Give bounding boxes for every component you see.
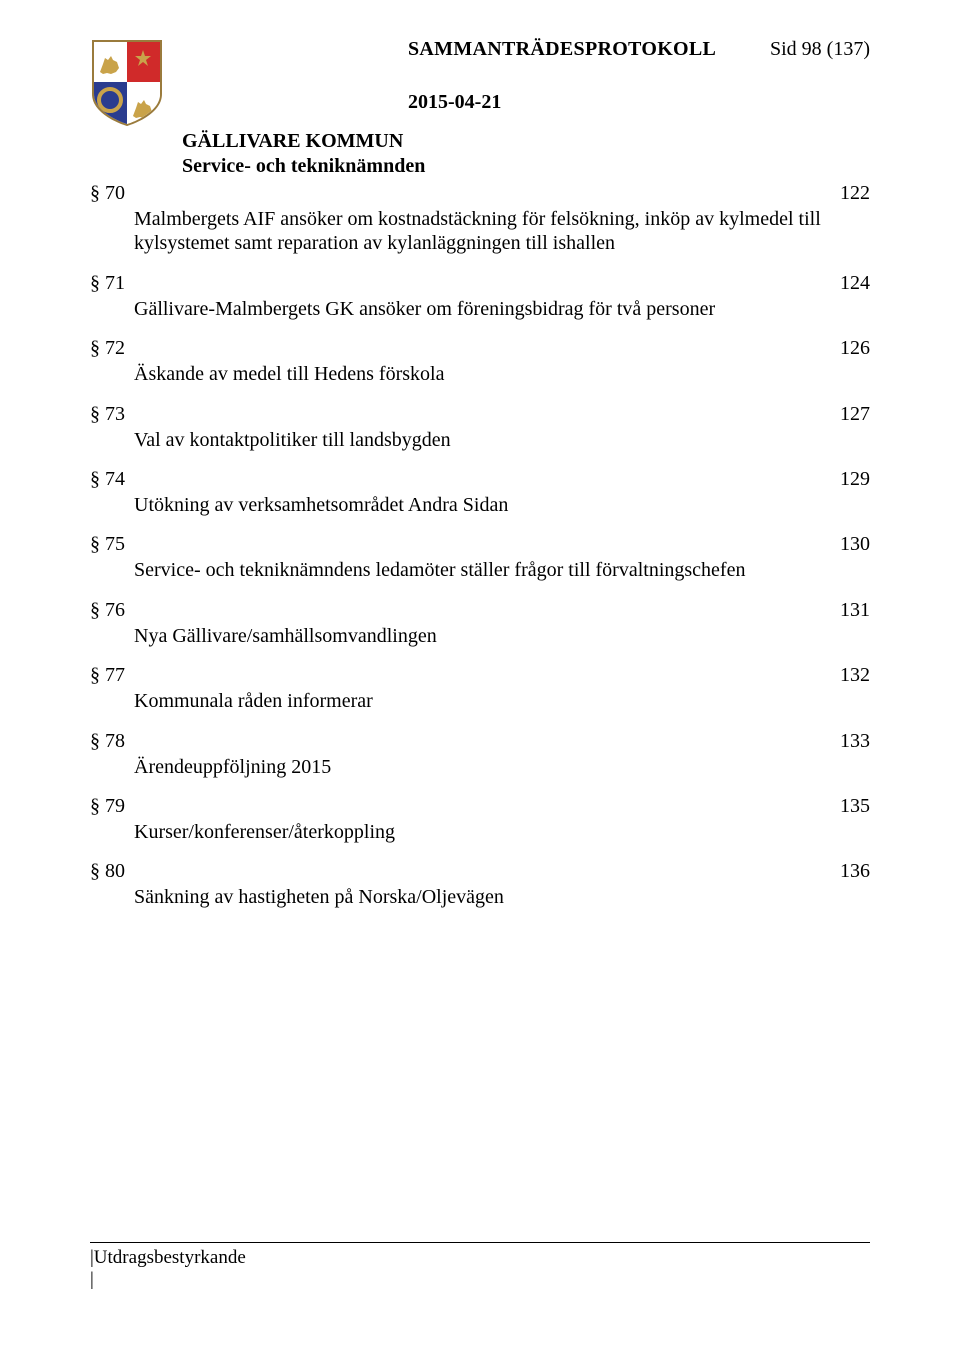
header-top-line: SAMMANTRÄDESPROTOKOLL Sid 98 (137) — [182, 38, 870, 61]
footer-label: |Utdragsbestyrkande — [90, 1247, 246, 1269]
document-title: SAMMANTRÄDESPROTOKOLL — [408, 38, 716, 61]
toc-section-title: Kommunala råden informerar — [134, 689, 834, 713]
footer: |Utdragsbestyrkande | — [90, 1242, 870, 1291]
page: SAMMANTRÄDESPROTOKOLL Sid 98 (137) 2015-… — [0, 0, 960, 1353]
footer-bar: | — [90, 1269, 870, 1291]
header: SAMMANTRÄDESPROTOKOLL Sid 98 (137) 2015-… — [90, 38, 870, 178]
toc-section-number: § 77 — [90, 664, 125, 686]
toc-page-number: 131 — [810, 599, 870, 622]
toc-row: § 75 130 — [90, 533, 870, 556]
toc-section-number: § 80 — [90, 860, 125, 882]
toc-section: § 78 — [90, 730, 810, 753]
toc-section: § 75 — [90, 533, 810, 556]
toc-section: § 77 — [90, 664, 810, 687]
footer-rule — [90, 1242, 870, 1243]
toc-row: § 78 133 — [90, 730, 870, 753]
toc-row: § 76 131 — [90, 599, 870, 622]
toc-page-number: 126 — [810, 337, 870, 360]
toc-page-number: 132 — [810, 664, 870, 687]
toc-section-number: § 76 — [90, 599, 125, 621]
toc-page-number: 133 — [810, 730, 870, 753]
toc-section-number: § 73 — [90, 403, 125, 425]
toc-section-title: Malmbergets AIF ansöker om kostnadstäckn… — [134, 207, 834, 256]
toc-page-number: 127 — [810, 403, 870, 426]
toc-section-number: § 70 — [90, 182, 125, 204]
toc-row: § 71 124 — [90, 272, 870, 295]
toc-row: § 73 127 — [90, 403, 870, 426]
toc-section-title: Sänkning av hastigheten på Norska/Oljevä… — [134, 885, 834, 909]
toc-section: § 73 — [90, 403, 810, 426]
toc-section-number: § 74 — [90, 468, 125, 490]
toc-section-number: § 75 — [90, 533, 125, 555]
toc-row: § 77 132 — [90, 664, 870, 687]
toc-section: § 70 — [90, 182, 810, 205]
toc-page-number: 122 — [810, 182, 870, 205]
toc-section: § 76 — [90, 599, 810, 622]
toc-section-number: § 72 — [90, 337, 125, 359]
page-number: Sid 98 (137) — [770, 38, 870, 61]
toc-page-number: 124 — [810, 272, 870, 295]
toc-section-title: Nya Gällivare/samhällsomvandlingen — [134, 624, 834, 648]
committee-name: Service- och tekniknämnden — [182, 155, 870, 178]
toc-row: § 70 122 — [90, 182, 870, 205]
toc-page-number: 130 — [810, 533, 870, 556]
toc-section-title: Äskande av medel till Hedens förskola — [134, 362, 834, 386]
toc-page-number: 135 — [810, 795, 870, 818]
toc-page-number: 129 — [810, 468, 870, 491]
toc-row: § 80 136 — [90, 860, 870, 883]
toc-page-number: 136 — [810, 860, 870, 883]
org-name: GÄLLIVARE KOMMUN — [182, 130, 870, 153]
toc-section: § 79 — [90, 795, 810, 818]
toc-section-title: Service- och tekniknämndens ledamöter st… — [134, 558, 834, 582]
toc-section-title: Ärendeuppföljning 2015 — [134, 755, 834, 779]
toc-section: § 80 — [90, 860, 810, 883]
toc-section-title: Utökning av verksamhetsområdet Andra Sid… — [134, 493, 834, 517]
toc-row: § 79 135 — [90, 795, 870, 818]
toc-section-title: Val av kontaktpolitiker till landsbygden — [134, 428, 834, 452]
toc-row: § 72 126 — [90, 337, 870, 360]
toc-row: § 74 129 — [90, 468, 870, 491]
toc-section: § 71 — [90, 272, 810, 295]
toc-section-title: Gällivare-Malmbergets GK ansöker om före… — [134, 297, 834, 321]
toc-section-number: § 71 — [90, 272, 125, 294]
toc-section-number: § 79 — [90, 795, 125, 817]
header-text-block: SAMMANTRÄDESPROTOKOLL Sid 98 (137) 2015-… — [164, 38, 870, 178]
toc-section: § 74 — [90, 468, 810, 491]
toc-section: § 72 — [90, 337, 810, 360]
document-date: 2015-04-21 — [182, 91, 870, 114]
table-of-contents: § 70 122Malmbergets AIF ansöker om kostna… — [90, 182, 870, 910]
municipal-crest-icon — [90, 38, 164, 128]
toc-section-title: Kurser/konferenser/återkoppling — [134, 820, 834, 844]
toc-section-number: § 78 — [90, 730, 125, 752]
